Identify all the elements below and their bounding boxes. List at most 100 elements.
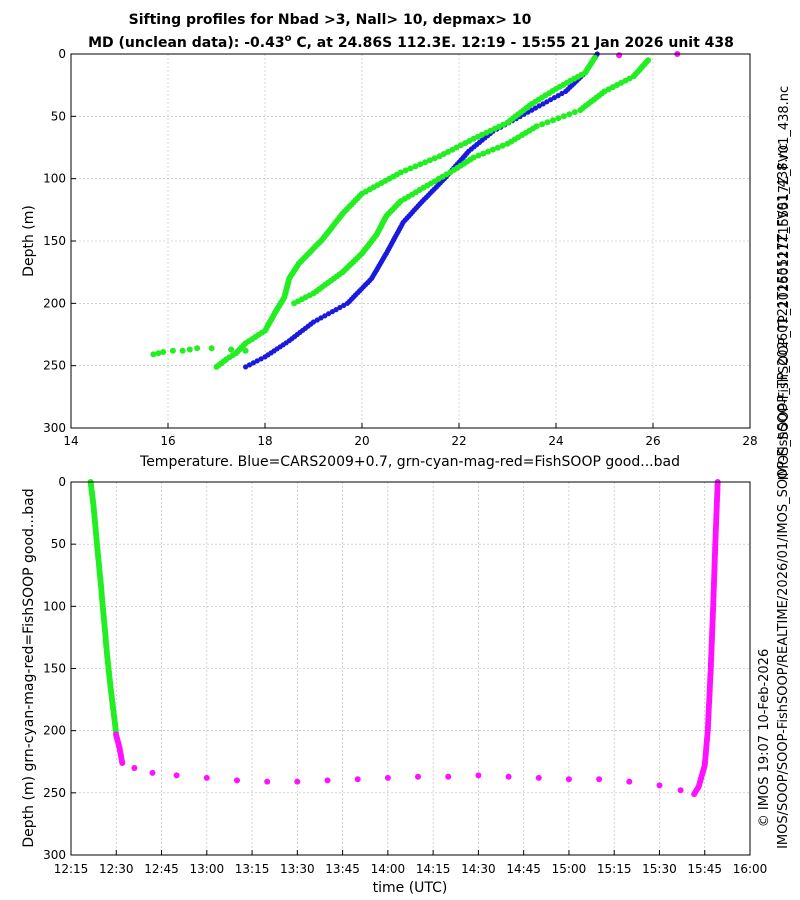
top-data-point	[246, 362, 253, 368]
top-data-point	[322, 313, 328, 319]
bottom-data-point	[475, 772, 482, 779]
top-data-point	[616, 52, 623, 59]
top-ytick-label: 50	[51, 109, 66, 123]
top-data-point	[499, 142, 506, 149]
top-xtick-label: 20	[354, 434, 369, 448]
top-ytick-label: 300	[43, 421, 66, 435]
top-data-point	[337, 304, 343, 311]
top-ylabel: Depth (m)	[21, 205, 37, 277]
bottom-xtick-label: 12:15	[54, 862, 89, 876]
bottom-xtick-label: 14:15	[416, 862, 451, 876]
bottom-data-point	[565, 776, 572, 783]
bottom-xtick-label: 14:00	[371, 862, 406, 876]
bottom-ytick-label: 50	[51, 537, 66, 551]
bottom-data-point	[264, 778, 271, 785]
top-data-point	[258, 356, 264, 362]
bottom-xtick-label: 15:45	[687, 862, 722, 876]
top-data-point	[489, 146, 496, 153]
top-data-point	[475, 152, 482, 159]
chart-title-line2: MD (unclean data): -0.43o C, at 24.86S 1…	[88, 33, 734, 51]
time-depth-panel: 12:15 12:30 12:45 13:00 13:15 13:30 13:45 14:00…	[21, 475, 767, 896]
bottom-data-point	[324, 777, 331, 784]
bottom-ytick-label: 300	[43, 848, 66, 862]
top-data-point	[431, 155, 438, 162]
bottom-data-point	[384, 774, 391, 781]
top-data-point	[213, 363, 220, 370]
top-xtick-label: 18	[257, 434, 272, 448]
top-data-point	[494, 144, 501, 151]
top-data-point	[485, 148, 492, 155]
top-data-point	[402, 167, 409, 174]
top-data-point	[155, 350, 162, 357]
top-data-point	[426, 157, 433, 164]
top-data-point	[186, 346, 193, 353]
top-xtick-label: 22	[451, 434, 466, 448]
top-ytick-label: 250	[43, 359, 66, 373]
top-data-point	[566, 111, 573, 118]
bottom-xtick-label: 15:15	[597, 862, 632, 876]
top-data-point	[250, 360, 256, 366]
top-data-point	[555, 115, 562, 122]
bottom-data-point	[505, 773, 512, 780]
top-data-point	[169, 347, 176, 354]
top-data-point	[412, 163, 419, 170]
bottom-xtick-label: 14:45	[506, 862, 541, 876]
bottom-xtick-label: 15:00	[552, 862, 587, 876]
top-data-point	[539, 121, 546, 128]
bottom-xtick-label: 16:00	[733, 862, 768, 876]
top-data-point	[544, 119, 551, 126]
top-data-point	[291, 300, 298, 307]
bottom-xtick-label: 13:00	[190, 862, 225, 876]
bottom-data-point	[445, 773, 452, 780]
top-data-point	[243, 364, 249, 370]
bottom-data-point	[294, 778, 301, 785]
top-xtick-label: 26	[645, 434, 660, 448]
top-xtick-label: 24	[548, 434, 563, 448]
top-ytick-label: 100	[43, 172, 66, 186]
bottom-ytick-label: 200	[43, 724, 66, 738]
top-data-point	[504, 140, 511, 147]
top-data-point	[436, 153, 443, 160]
top-data-point	[560, 113, 567, 120]
top-data-point	[529, 107, 535, 113]
bottom-data-point	[131, 765, 138, 771]
bottom-ytick-label: 150	[43, 662, 66, 676]
top-data-point	[160, 349, 167, 355]
bottom-data-point	[354, 776, 361, 783]
bottom-xtick-label: 13:45	[325, 862, 360, 876]
top-data-point	[242, 347, 249, 354]
bottom-ytick-label: 100	[43, 599, 66, 613]
top-data-point	[417, 161, 424, 168]
top-data-point	[577, 107, 584, 114]
bottom-ytick-label: 0	[58, 475, 66, 489]
top-data-point	[548, 97, 554, 103]
top-data-point	[329, 309, 335, 315]
top-xtick-label: 28	[742, 434, 757, 448]
bottom-data-point	[173, 772, 180, 779]
temperature-depth-panel: 14 16 18 20 22 24 26 28 0 50 100 150 200 250 300 Tempe…	[21, 47, 758, 470]
top-ytick-label: 0	[58, 47, 66, 61]
top-data-point	[150, 351, 157, 358]
side-filename: IMOS_SOOP-FishSOOP_TP_20260121T155517Z_F…	[777, 86, 792, 480]
bottom-data-point	[203, 774, 210, 781]
top-data-point	[422, 159, 429, 166]
bottom-data-point	[677, 787, 684, 794]
top-data-point	[536, 103, 542, 109]
bottom-ylabel: Depth (m) grn-cyan-mag-red=FishSOOP good…	[21, 488, 37, 847]
side-path: IMOS/SOOP/SOOP-FishSOOP/REALTIME/2026/01…	[776, 143, 791, 849]
bottom-data-point	[626, 778, 633, 785]
bottom-data-point	[656, 782, 663, 789]
top-data-point	[326, 311, 332, 317]
top-data-point	[571, 109, 578, 116]
top-xtick-label: 14	[63, 434, 78, 448]
bottom-data-point	[119, 760, 126, 766]
top-data-point	[341, 302, 347, 308]
bottom-xtick-label: 14:30	[461, 862, 496, 876]
chart-title-line1: Sifting profiles for Nbad >3, Nall> 10, …	[129, 12, 532, 28]
top-ytick-label: 150	[43, 234, 66, 248]
bottom-data-point	[234, 777, 240, 784]
bottom-xtick-label: 13:30	[280, 862, 315, 876]
bottom-data-point	[535, 774, 542, 781]
bottom-xtick-label: 12:30	[99, 862, 134, 876]
